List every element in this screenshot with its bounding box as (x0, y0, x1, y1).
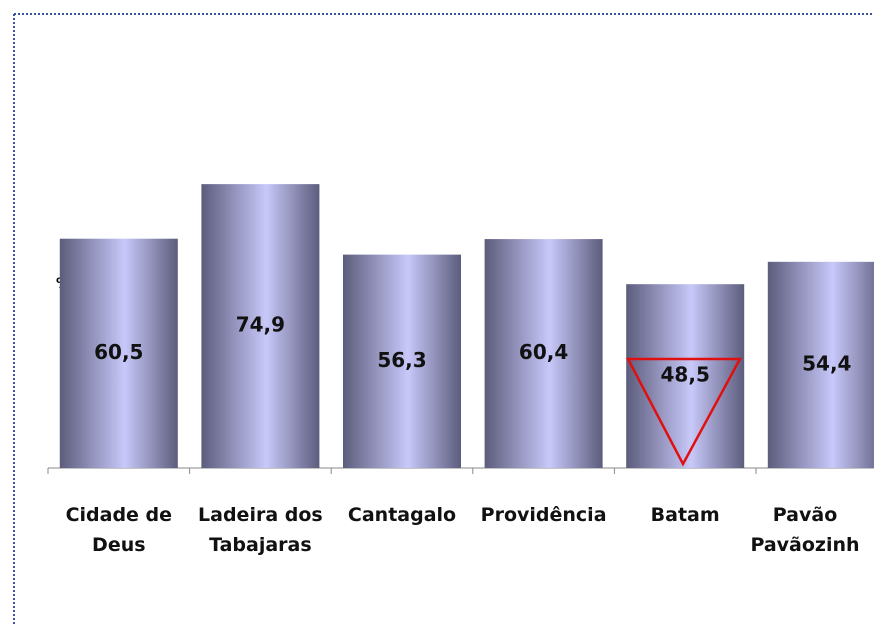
value-label: 54,4 (802, 351, 851, 375)
bar (201, 184, 320, 468)
highlight-triangle (625, 357, 743, 467)
x-tick-label: Batam (650, 504, 720, 526)
value-label: 60,4 (519, 340, 568, 364)
bar (767, 261, 874, 468)
x-tick-label: Cantagalo (347, 504, 457, 526)
bar (343, 254, 461, 468)
bar (59, 238, 178, 468)
value-label: 60,5 (94, 340, 143, 364)
x-tick-label: Providência (480, 504, 607, 526)
value-label: 48,5 (661, 363, 710, 387)
value-label: 74,9 (236, 313, 285, 337)
value-label: 56,3 (377, 348, 426, 372)
bar (626, 284, 745, 468)
x-tick-label: Pavão Pavãozinh (750, 504, 860, 556)
bar (484, 239, 603, 468)
x-tick-label: Cidade de Deus (65, 504, 173, 556)
x-tick-label: Ladeira dos Tabajaras (198, 504, 323, 556)
